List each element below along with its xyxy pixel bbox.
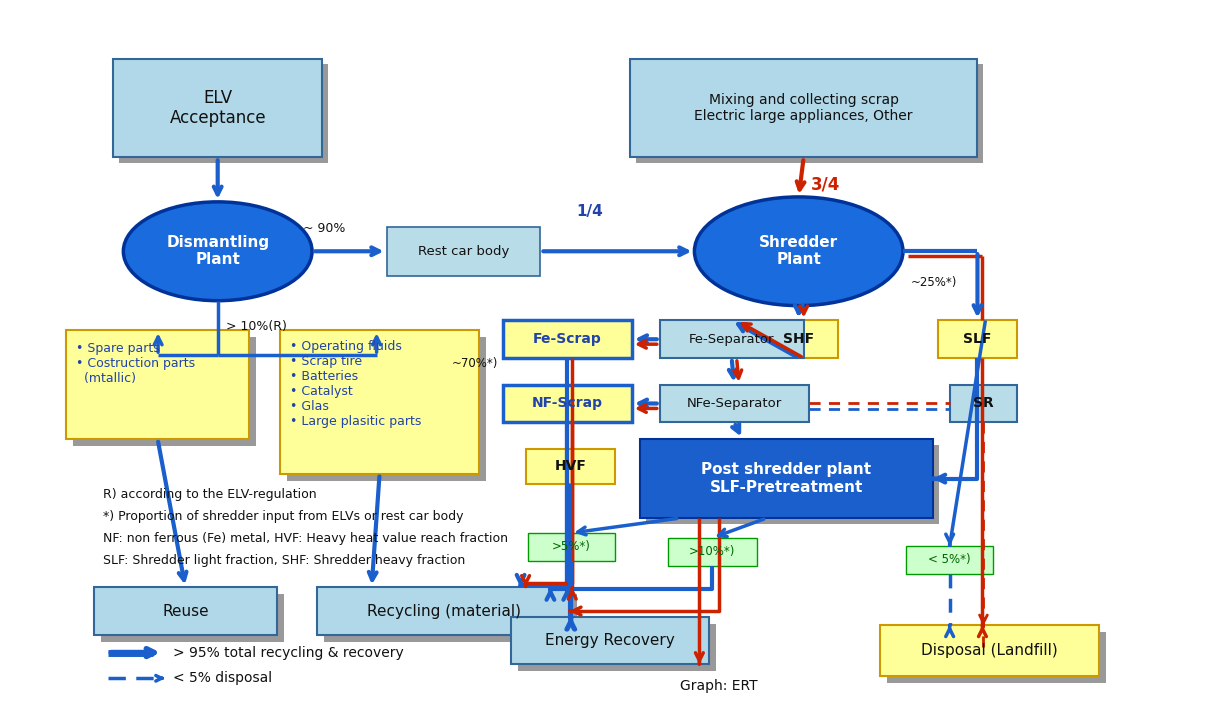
Text: *) Proportion of shredder input from ELVs or rest car body: *) Proportion of shredder input from ELV… [104, 510, 464, 523]
Text: < 5%*): < 5%*) [929, 553, 972, 566]
Text: Reuse: Reuse [162, 603, 208, 618]
FancyBboxPatch shape [100, 594, 284, 642]
FancyBboxPatch shape [525, 449, 614, 484]
FancyBboxPatch shape [636, 65, 984, 163]
Text: R) according to the ELV-regulation: R) according to the ELV-regulation [104, 488, 317, 502]
Text: SHF: SHF [783, 332, 814, 346]
Ellipse shape [123, 202, 312, 301]
Text: Fe-Scrap: Fe-Scrap [533, 332, 602, 346]
Text: >10%*): >10%*) [689, 545, 735, 558]
Text: Rest car body: Rest car body [418, 245, 510, 258]
Text: Disposal (Landfill): Disposal (Landfill) [922, 643, 1058, 658]
FancyBboxPatch shape [511, 617, 709, 665]
Text: HVF: HVF [555, 459, 586, 473]
Text: Recycling (material): Recycling (material) [367, 603, 521, 618]
FancyBboxPatch shape [73, 337, 256, 446]
Text: Mixing and collecting scrap
Electric large appliances, Other: Mixing and collecting scrap Electric lar… [695, 93, 913, 123]
Text: ~70%*): ~70%*) [451, 357, 497, 370]
FancyBboxPatch shape [317, 588, 570, 635]
Text: > 95% total recycling & recovery: > 95% total recycling & recovery [173, 646, 403, 660]
FancyBboxPatch shape [880, 625, 1098, 676]
FancyBboxPatch shape [280, 330, 479, 474]
Text: 3/4: 3/4 [811, 175, 840, 193]
FancyBboxPatch shape [630, 58, 978, 158]
FancyBboxPatch shape [113, 58, 322, 158]
Text: NF-Scrap: NF-Scrap [531, 397, 602, 410]
Text: Graph: ERT: Graph: ERT [679, 679, 757, 693]
FancyBboxPatch shape [528, 533, 614, 561]
Text: ELV
Acceptance: ELV Acceptance [169, 89, 266, 127]
FancyBboxPatch shape [887, 632, 1106, 683]
FancyBboxPatch shape [518, 624, 717, 671]
Text: NFe-Separator: NFe-Separator [686, 397, 781, 410]
FancyBboxPatch shape [950, 384, 1017, 422]
Ellipse shape [695, 197, 903, 305]
Text: < 5% disposal: < 5% disposal [173, 671, 272, 685]
Text: SR: SR [973, 397, 993, 410]
FancyBboxPatch shape [640, 439, 933, 518]
FancyBboxPatch shape [646, 445, 939, 524]
FancyBboxPatch shape [386, 227, 540, 276]
FancyBboxPatch shape [66, 330, 250, 439]
FancyBboxPatch shape [94, 588, 277, 635]
Text: >5%*): >5%*) [552, 540, 591, 553]
Text: ~ 90%: ~ 90% [302, 222, 345, 235]
Text: Post shredder plant
SLF-Pretreatment: Post shredder plant SLF-Pretreatment [701, 462, 872, 495]
FancyBboxPatch shape [324, 594, 578, 642]
FancyBboxPatch shape [119, 65, 328, 163]
Text: Dismantling
Plant: Dismantling Plant [166, 235, 269, 267]
FancyBboxPatch shape [937, 320, 1017, 358]
Text: • Spare parts
• Costruction parts
  (mtallic): • Spare parts • Costruction parts (mtall… [76, 342, 195, 385]
FancyBboxPatch shape [668, 538, 757, 566]
Text: SLF: Shredder light fraction, SHF: Shredder heavy fraction: SLF: Shredder light fraction, SHF: Shred… [104, 554, 466, 567]
FancyBboxPatch shape [288, 337, 486, 480]
Text: NF: non ferrous (Fe) metal, HVF: Heavy heat value reach fraction: NF: non ferrous (Fe) metal, HVF: Heavy h… [104, 532, 508, 545]
FancyBboxPatch shape [502, 320, 631, 358]
FancyBboxPatch shape [906, 546, 993, 574]
FancyBboxPatch shape [759, 320, 839, 358]
Text: > 10%(R): > 10%(R) [226, 320, 286, 333]
Text: ~25%*): ~25%*) [911, 276, 957, 289]
FancyBboxPatch shape [659, 384, 808, 422]
Text: SLF: SLF [963, 332, 991, 346]
Text: 1/4: 1/4 [577, 204, 603, 219]
Text: Energy Recovery: Energy Recovery [545, 633, 675, 648]
FancyBboxPatch shape [659, 320, 803, 358]
Text: Shredder
Plant: Shredder Plant [759, 235, 839, 267]
Text: • Operating fluids
• Scrap tire
• Batteries
• Catalyst
• Glas
• Large plasitic p: • Operating fluids • Scrap tire • Batter… [290, 341, 422, 428]
Text: Fe-Separator: Fe-Separator [689, 333, 774, 346]
FancyBboxPatch shape [502, 384, 631, 422]
Text: ~75%*): ~75%*) [705, 333, 751, 346]
